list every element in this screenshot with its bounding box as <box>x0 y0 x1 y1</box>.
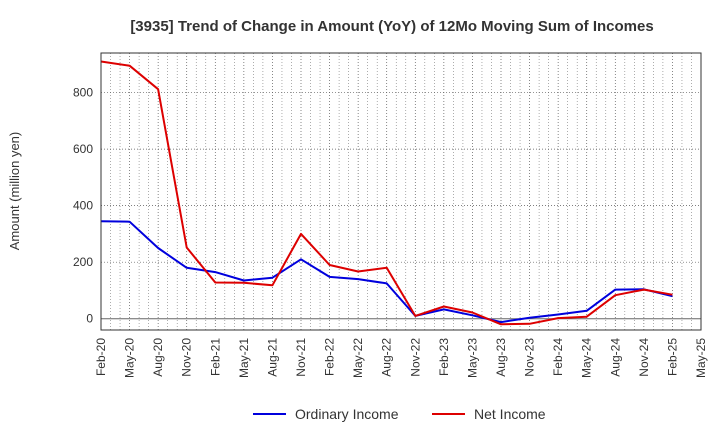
x-tick-label: May-21 <box>237 338 251 378</box>
x-tick-label: Feb-24 <box>551 338 565 376</box>
x-tick-label: Feb-25 <box>665 338 679 376</box>
x-tick-label: Feb-22 <box>323 338 337 376</box>
x-tick-label: May-23 <box>465 338 479 378</box>
y-tick-labels: 0 200 400 600 800 <box>73 86 93 326</box>
legend-label-ordinary-income: Ordinary Income <box>295 406 399 422</box>
legend-label-net-income: Net Income <box>474 406 546 422</box>
x-tick-label: Feb-23 <box>437 338 451 376</box>
x-tick-label: May-22 <box>351 338 365 378</box>
x-tick-label: Aug-22 <box>380 338 394 377</box>
x-tick-label: May-20 <box>123 338 137 378</box>
x-tick-label: Aug-20 <box>151 338 165 377</box>
y-axis-label: Amount (million yen) <box>7 132 22 251</box>
y-tick-label: 600 <box>73 142 93 156</box>
x-tick-label: Nov-24 <box>637 338 651 377</box>
x-tick-label: Nov-21 <box>294 338 308 377</box>
plot-area-border <box>100 52 702 331</box>
chart-title: [3935] Trend of Change in Amount (YoY) o… <box>130 18 653 35</box>
legend: Ordinary Income Net Income <box>253 406 546 422</box>
grid-lines <box>100 53 702 330</box>
y-tick-label: 200 <box>73 255 93 269</box>
x-tick-labels: Feb-20 May-20 Aug-20 Nov-20 Feb-21 May-21 Aug-… <box>94 338 708 378</box>
series-lines <box>100 60 673 326</box>
x-tick-label: May-25 <box>694 338 708 378</box>
x-tick-label: Aug-21 <box>265 338 279 377</box>
x-tick-label: Feb-21 <box>208 338 222 376</box>
x-tick-label: May-24 <box>580 338 594 378</box>
x-tick-label: Nov-22 <box>408 338 422 377</box>
y-tick-label: 800 <box>73 86 93 100</box>
series-line-net-income <box>100 60 673 326</box>
y-tick-label: 0 <box>86 312 93 326</box>
x-tick-label: Feb-20 <box>94 338 108 376</box>
y-tick-label: 400 <box>73 199 93 213</box>
x-tick-label: Aug-23 <box>494 338 508 377</box>
series-line-ordinary-income <box>100 220 673 324</box>
x-tick-label: Nov-20 <box>180 338 194 377</box>
x-tick-label: Aug-24 <box>608 338 622 377</box>
x-tick-label: Nov-23 <box>523 338 537 377</box>
